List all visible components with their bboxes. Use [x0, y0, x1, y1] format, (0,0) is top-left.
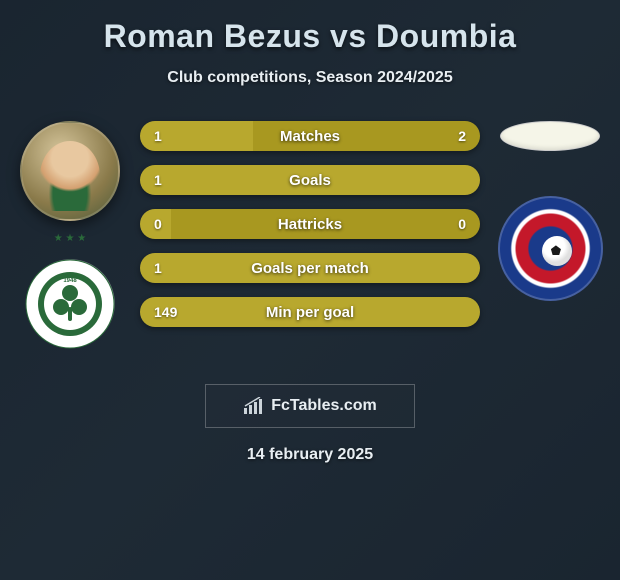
watermark-text: FcTables.com	[271, 397, 377, 415]
page-title: Roman Bezus vs Doumbia	[10, 18, 610, 55]
right-column	[490, 121, 610, 301]
stat-left-value: 0	[140, 209, 171, 239]
stat-left-value: 1	[140, 165, 480, 195]
football-icon	[542, 236, 572, 266]
stat-right-value: 2	[253, 121, 480, 151]
left-column: ★ ★ ★ 1948	[10, 121, 130, 356]
content-row: ★ ★ ★ 1948 12Matches10Goals00Hattricks10…	[10, 121, 610, 356]
comparison-card: Roman Bezus vs Doumbia Club competitions…	[0, 0, 620, 580]
date-label: 14 february 2025	[10, 446, 610, 464]
stats-column: 12Matches 10Goals 00Hattricks 10Goals per m…	[130, 121, 490, 327]
watermark: FcTables.com	[205, 384, 415, 428]
stat-right-value: 0	[171, 209, 480, 239]
stat-left-value: 149	[140, 297, 480, 327]
stat-bar: 10Goals per match	[140, 253, 480, 283]
stat-left-value: 1	[140, 253, 480, 283]
player-right-club-badge	[498, 196, 603, 301]
chart-icon	[243, 397, 265, 415]
avatar-silhouette	[40, 141, 100, 211]
svg-text:1948: 1948	[63, 278, 77, 284]
stat-bar: 10Goals	[140, 165, 480, 195]
badge-stars: ★ ★ ★	[18, 233, 123, 244]
shamrock-icon: 1948	[25, 259, 115, 349]
stat-left-value: 1	[140, 121, 253, 151]
player-left-club-badge: ★ ★ ★ 1948	[18, 251, 123, 356]
stat-bar: 149Min per goal	[140, 297, 480, 327]
player-left-avatar	[20, 121, 120, 221]
stat-bar: 12Matches	[140, 121, 480, 151]
stat-bar: 00Hattricks	[140, 209, 480, 239]
subtitle: Club competitions, Season 2024/2025	[10, 69, 610, 87]
player-right-avatar-placeholder	[500, 121, 600, 151]
